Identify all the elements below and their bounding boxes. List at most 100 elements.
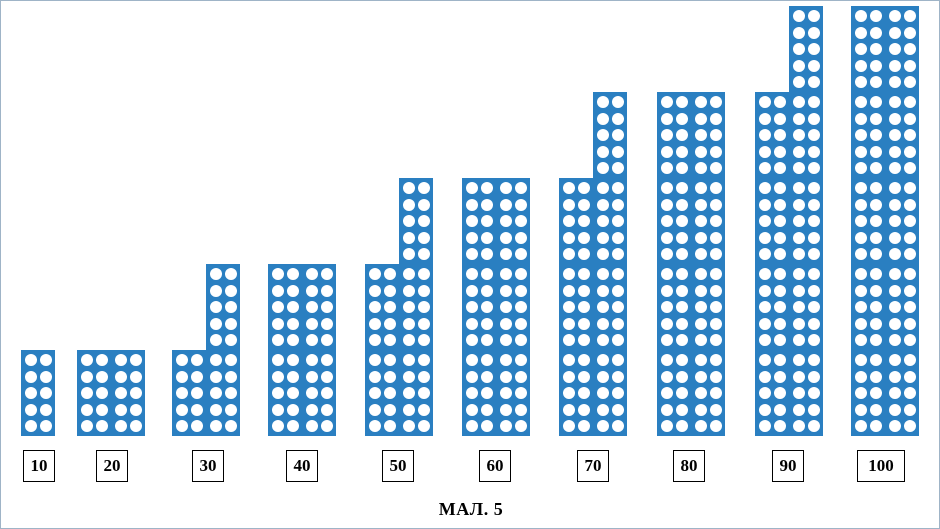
value-label: 30 [192,450,224,482]
dot [384,301,396,313]
dot [515,334,527,346]
dot [759,231,771,244]
dot [676,215,688,227]
dot [403,301,415,313]
dot [597,231,609,244]
dot [695,231,707,244]
dot [321,420,333,432]
dot [418,334,430,346]
ten-bar [462,350,496,436]
dot [661,96,673,108]
dot [287,268,299,280]
dot [612,301,624,313]
dot [855,268,867,280]
dot [889,334,901,346]
dot [676,370,688,383]
dot [870,10,882,22]
dot [481,198,493,211]
dot [403,284,415,297]
dot [870,129,882,141]
dot [710,129,722,141]
dot [597,162,609,174]
dot [808,334,820,346]
dot [870,403,882,416]
dot [855,370,867,383]
dot [612,129,624,141]
dot [287,354,299,366]
dot [176,354,188,366]
dot [774,145,786,158]
dot [695,301,707,313]
dot [466,403,478,416]
dot [889,268,901,280]
dot [515,198,527,211]
dot [384,354,396,366]
dot [710,301,722,313]
dot [578,403,590,416]
dot [870,420,882,432]
dot [418,354,430,366]
dot [676,268,688,280]
dot [466,284,478,297]
dot [808,370,820,383]
dot [661,420,673,432]
dot [774,354,786,366]
dot [40,354,52,366]
ten-bar [21,350,55,436]
dot [759,301,771,313]
dot [272,317,284,330]
dot [870,248,882,260]
dot [25,370,37,383]
dot [676,162,688,174]
ten-bar [755,92,789,178]
dot [418,301,430,313]
dot [661,334,673,346]
dot [597,129,609,141]
dot [403,248,415,260]
dot [191,387,203,399]
dot [808,420,820,432]
dot [710,354,722,366]
dot [889,301,901,313]
ten-bar [462,264,496,350]
dot [676,231,688,244]
dot [889,59,901,72]
dot [695,284,707,297]
ten-bar [399,350,433,436]
dot [191,403,203,416]
dot [904,231,916,244]
dot [403,268,415,280]
dot [793,182,805,194]
dot [695,354,707,366]
dot [597,198,609,211]
dot [597,370,609,383]
dot [563,334,575,346]
dot [481,284,493,297]
dot [808,162,820,174]
dot [695,198,707,211]
dot [793,370,805,383]
dot [808,301,820,313]
dot [225,354,237,366]
dot [889,26,901,39]
dot [563,317,575,330]
dot [870,215,882,227]
dot [904,317,916,330]
dot [793,26,805,39]
dot [759,420,771,432]
dot [870,26,882,39]
dot [418,420,430,432]
ten-bar [691,350,725,436]
dot [904,387,916,399]
dot [808,112,820,125]
dot [597,387,609,399]
ten-bar [657,178,691,264]
dot [287,301,299,313]
dot [369,284,381,297]
dot [384,268,396,280]
dot [774,403,786,416]
dot [287,317,299,330]
dot [808,10,820,22]
ten-bar [885,178,919,264]
dot [774,334,786,346]
